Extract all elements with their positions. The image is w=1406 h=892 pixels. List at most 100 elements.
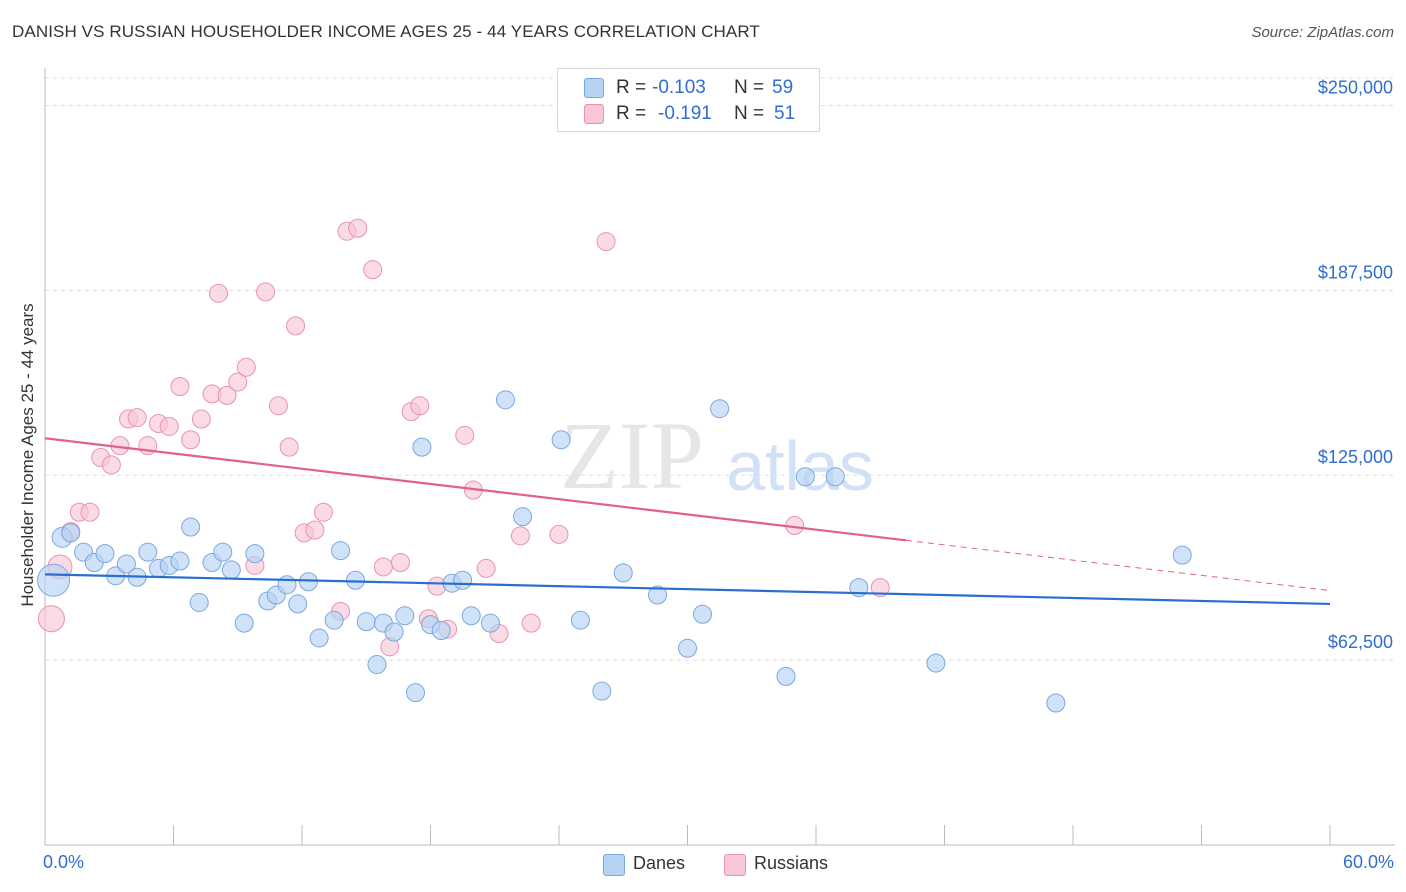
russian-point (208, 283, 228, 303)
russian-point (181, 430, 201, 450)
russians-trend-line (44, 437, 907, 542)
russian-point (549, 524, 569, 544)
russian-point (870, 578, 890, 598)
russian-point (101, 455, 121, 475)
dane-point (61, 523, 81, 543)
y-tick-label: $125,000 (1318, 447, 1393, 467)
dane-point (331, 541, 351, 561)
russian-point (410, 396, 430, 416)
dane-point (692, 604, 712, 624)
russian-point (228, 372, 248, 392)
dane-point (95, 544, 115, 564)
russian-point (159, 416, 179, 436)
dane-point (277, 575, 297, 595)
dane-point (367, 655, 387, 675)
russian-point (279, 437, 299, 457)
dane-point (189, 592, 209, 612)
danes-swatch (584, 78, 604, 98)
correlation-legend: R = -0.103 N = 59 R = -0.191 N = 51 (557, 68, 820, 132)
y-tick-label: $250,000 (1318, 77, 1393, 97)
danes-legend-swatch (603, 854, 625, 876)
dane-point (1172, 545, 1192, 565)
danes-n-label: N = (734, 77, 765, 98)
dane-point (384, 622, 404, 642)
russians-n-value: 51 (774, 103, 796, 124)
dane-point (288, 594, 308, 614)
dane-point (37, 563, 71, 597)
russian-point (217, 385, 237, 405)
dane-point (412, 437, 432, 457)
dane-point (495, 390, 515, 410)
dane-point (170, 551, 190, 571)
russian-point (80, 502, 100, 522)
russians-swatch (584, 104, 604, 124)
russians-n-label: N = (734, 103, 765, 124)
danes-r-label: R = (616, 77, 647, 98)
russians-r-value: -0.191 (658, 103, 712, 124)
russians-legend-swatch (724, 854, 746, 876)
dane-point (480, 613, 500, 633)
trend-lines (44, 437, 1331, 606)
russian-point (305, 520, 325, 540)
russian-point (236, 357, 256, 377)
russian-point (268, 396, 288, 416)
y-tick-labels: $62,500 $125,000 $187,500 $250,000 (1318, 77, 1393, 652)
dane-point (395, 606, 415, 626)
dane-point (648, 585, 668, 605)
russian-point (596, 232, 616, 252)
dane-point (213, 542, 233, 562)
y-tick-label: $62,500 (1328, 632, 1393, 652)
danes-points (37, 390, 1192, 713)
russians-trend-line-extension (905, 539, 1331, 592)
dane-point (795, 467, 815, 487)
danes-legend-label: Danes (633, 853, 686, 873)
dane-point (776, 666, 796, 686)
dane-point (324, 610, 344, 630)
dane-point (592, 681, 612, 701)
dane-point (406, 683, 426, 703)
russian-point (286, 316, 306, 336)
danes-trend-line (44, 573, 1331, 606)
x-tick-label-min: 0.0% (43, 852, 85, 872)
dane-point (245, 544, 265, 564)
watermark-atlas: atlas (726, 427, 874, 505)
dane-point (181, 517, 201, 537)
x-tick-label-max: 60.0% (1342, 852, 1394, 872)
dane-point (234, 613, 254, 633)
dane-point (356, 612, 376, 632)
y-axis-label: Householder Income Ages 25 - 44 years (18, 303, 37, 607)
russian-point (256, 282, 276, 302)
russian-point (348, 218, 368, 238)
russian-point (170, 377, 190, 397)
dane-point (1046, 693, 1066, 713)
dane-point (138, 542, 158, 562)
dane-point (221, 560, 241, 580)
y-tick-label: $187,500 (1318, 262, 1393, 282)
russian-point (455, 425, 475, 445)
source-label: Source: ZipAtlas.com (1251, 24, 1394, 41)
dane-point (461, 606, 481, 626)
dane-point (309, 628, 329, 648)
watermark-zip: ZIP (560, 402, 704, 509)
dane-point (453, 570, 473, 590)
series-legend: Danes Russians (0, 852, 1406, 878)
dane-point (570, 610, 590, 630)
chart-title: DANISH VS RUSSIAN HOUSEHOLDER INCOME AGE… (12, 22, 760, 41)
dane-point (926, 653, 946, 673)
dane-point (678, 638, 697, 658)
danes-n-value: 59 (772, 77, 794, 98)
russian-point (391, 553, 411, 573)
dane-point (613, 563, 633, 583)
russian-point (510, 526, 530, 546)
russians-r-label: R = (616, 103, 647, 124)
axes (44, 68, 1395, 846)
russian-point (476, 558, 496, 578)
russian-point (313, 502, 333, 522)
dane-point (825, 467, 845, 487)
dane-point (116, 554, 136, 574)
russian-point (521, 613, 541, 633)
dane-point (551, 430, 571, 450)
dane-point (431, 621, 451, 641)
russian-point (373, 557, 393, 577)
